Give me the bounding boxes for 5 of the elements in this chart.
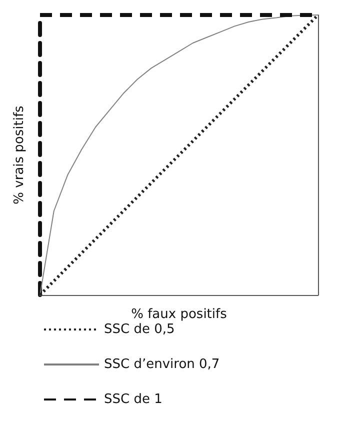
legend-label: SSC d’environ 0,7 — [104, 357, 220, 372]
legend-label: SSC de 1 — [104, 392, 162, 407]
legend-label: SSC de 0,5 — [104, 322, 175, 337]
x-axis-title: % faux positifs — [131, 306, 228, 322]
y-axis-title: % vrais positifs — [12, 105, 27, 204]
